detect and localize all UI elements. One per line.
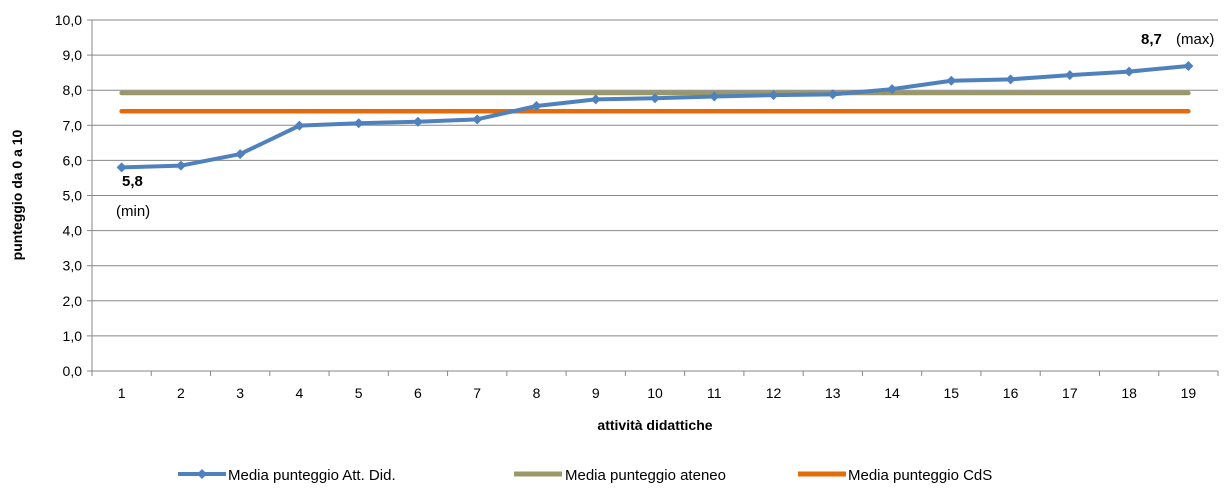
x-tick-labels: 1 2 3 4 5 6 7 8 9 10 11 12 13 14 15 16 17 18 19 — [118, 385, 1197, 401]
legend-item-ateneo: Media punteggio ateneo — [514, 467, 726, 484]
data-point — [650, 93, 660, 104]
legend: Media punteggio Att. Did. Media punteggi… — [178, 467, 992, 484]
legend-label-cds: Media punteggio CdS — [848, 467, 992, 484]
legend-marker-att-did — [197, 469, 207, 479]
y-tick-label: 3,0 — [63, 258, 83, 274]
x-tick-label: 12 — [766, 385, 782, 401]
data-point — [353, 118, 364, 129]
x-tick-label: 17 — [1062, 385, 1078, 401]
data-point — [590, 94, 601, 105]
x-tick-label: 10 — [647, 385, 663, 401]
data-point — [768, 90, 779, 101]
data-point — [887, 84, 898, 95]
x-tick-label: 1 — [118, 385, 126, 401]
x-tick-label: 14 — [884, 385, 900, 401]
y-tick-label: 8,0 — [63, 82, 83, 98]
y-tick-label: 10,0 — [55, 12, 82, 28]
x-tick-label: 11 — [707, 385, 722, 401]
x-tick-label: 2 — [177, 385, 185, 401]
data-point — [709, 91, 720, 102]
x-tick-label: 4 — [296, 385, 304, 401]
axes — [87, 19, 1219, 376]
y-tick-label: 1,0 — [63, 328, 83, 344]
data-point — [472, 114, 483, 125]
x-tick-label: 13 — [825, 385, 841, 401]
data-point — [827, 89, 838, 100]
y-tick-label: 7,0 — [63, 117, 83, 133]
data-point — [175, 160, 186, 171]
data-point — [1064, 70, 1075, 81]
series — [116, 60, 1194, 173]
legend-label-att-did: Media punteggio Att. Did. — [228, 467, 396, 484]
y-tick-label: 6,0 — [63, 152, 83, 168]
data-point — [235, 149, 246, 160]
x-tick-label: 5 — [355, 385, 363, 401]
data-point — [1124, 66, 1135, 77]
data-point — [294, 120, 305, 131]
x-tick-label: 7 — [473, 385, 481, 401]
x-tick-label: 16 — [1003, 385, 1019, 401]
x-tick-label: 3 — [236, 385, 244, 401]
min-annotation-value: 5,8 — [122, 173, 143, 190]
y-tick-label: 0,0 — [63, 363, 83, 379]
min-annotation-label: (min) — [116, 203, 150, 220]
x-tick-label: 6 — [414, 385, 422, 401]
max-annotation-value: 8,7 — [1141, 31, 1162, 48]
data-point — [116, 162, 127, 173]
x-axis-title: attività didattiche — [597, 417, 712, 433]
legend-item-cds: Media punteggio CdS — [798, 467, 992, 484]
legend-label-ateneo: Media punteggio ateneo — [565, 467, 726, 484]
legend-item-att-did: Media punteggio Att. Did. — [178, 467, 396, 484]
series-line-0 — [119, 63, 1191, 170]
x-tick-label: 8 — [533, 385, 541, 401]
y-tick-label: 4,0 — [63, 223, 83, 239]
data-point — [946, 75, 957, 86]
y-tick-labels: 0,0 1,0 2,0 3,0 4,0 5,0 6,0 7,0 8,0 9,0 10,0 — [55, 12, 82, 379]
y-axis-title: punteggio da 0 a 10 — [9, 129, 25, 260]
x-tick-label: 18 — [1121, 385, 1137, 401]
x-tick-label: 19 — [1181, 385, 1197, 401]
y-tick-label: 2,0 — [63, 293, 83, 309]
y-tick-label: 9,0 — [63, 47, 83, 63]
x-tick-label: 9 — [592, 385, 600, 401]
data-point — [1183, 60, 1194, 71]
data-point — [531, 100, 542, 111]
data-point — [412, 116, 423, 127]
max-annotation-label: (max) — [1176, 31, 1214, 48]
gridlines — [92, 19, 1218, 337]
y-tick-label: 5,0 — [63, 188, 83, 204]
data-point — [1005, 74, 1016, 85]
x-tick-label: 15 — [944, 385, 960, 401]
